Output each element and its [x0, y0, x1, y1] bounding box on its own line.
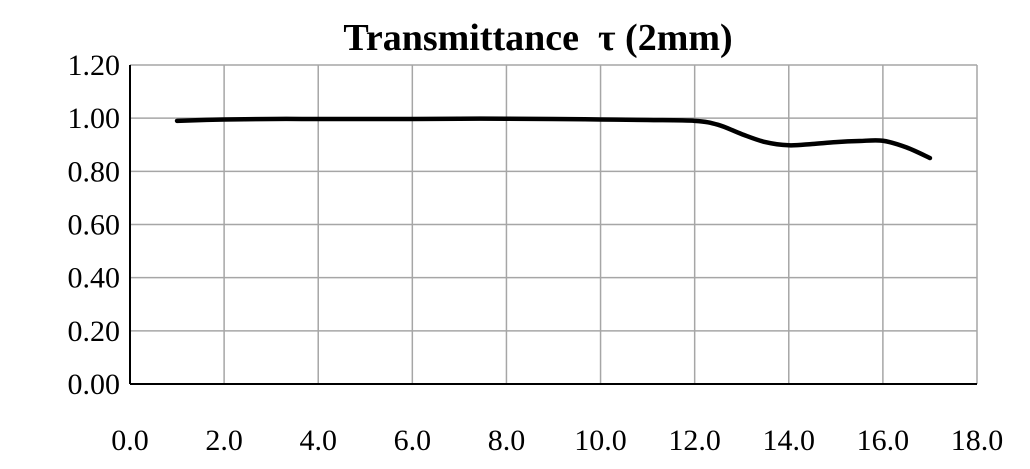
y-tick-label: 1.00 — [68, 102, 121, 135]
x-tick-label: 12.0 — [668, 424, 721, 457]
y-tick-label: 0.60 — [68, 209, 121, 242]
chart-title: Transmittance τ (2mm) — [343, 17, 732, 59]
series-layer — [174, 116, 933, 161]
y-tick-label: 0.40 — [68, 262, 121, 295]
gridlines — [130, 64, 978, 384]
x-tick-label: 16.0 — [857, 424, 910, 457]
x-tick-label: 14.0 — [763, 424, 816, 457]
x-tick-label: 8.0 — [488, 424, 526, 457]
y-tick-label: 0.80 — [68, 155, 121, 188]
x-tick-label: 2.0 — [205, 424, 243, 457]
transmittance-line — [174, 116, 933, 161]
x-tick-label: 10.0 — [574, 424, 627, 457]
y-tick-label: 0.00 — [68, 368, 121, 401]
x-tick-label: 18.0 — [951, 424, 1004, 457]
x-tick-labels: 0.0 2.0 4.0 6.0 8.0 10.0 12.0 14.0 16.0 18.0 — [111, 424, 1003, 457]
y-tick-label: 0.20 — [68, 315, 121, 348]
y-tick-label: 1.20 — [68, 49, 121, 82]
x-tick-label: 4.0 — [299, 424, 337, 457]
y-tick-labels: 0.00 0.20 0.40 0.60 0.80 1.00 1.20 — [68, 49, 121, 401]
x-tick-label: 0.0 — [111, 424, 149, 457]
x-tick-label: 6.0 — [394, 424, 432, 457]
axes — [129, 65, 977, 385]
